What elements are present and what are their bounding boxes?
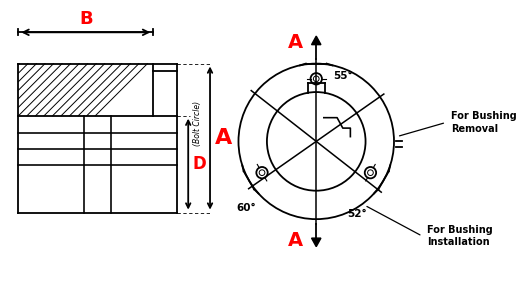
- Text: 52°: 52°: [347, 209, 367, 219]
- Text: 60°: 60°: [237, 203, 256, 213]
- Text: A: A: [288, 33, 303, 52]
- Polygon shape: [311, 36, 321, 45]
- Text: B: B: [79, 10, 93, 27]
- Text: A: A: [288, 231, 303, 250]
- Text: 55°: 55°: [333, 71, 353, 81]
- Text: D: D: [193, 155, 207, 173]
- Text: A: A: [215, 128, 232, 148]
- Polygon shape: [311, 238, 321, 247]
- Text: For Bushing
Installation: For Bushing Installation: [427, 225, 493, 247]
- Text: For Bushing
Removal: For Bushing Removal: [451, 111, 517, 134]
- Text: (Bolt Circle): (Bolt Circle): [193, 101, 202, 146]
